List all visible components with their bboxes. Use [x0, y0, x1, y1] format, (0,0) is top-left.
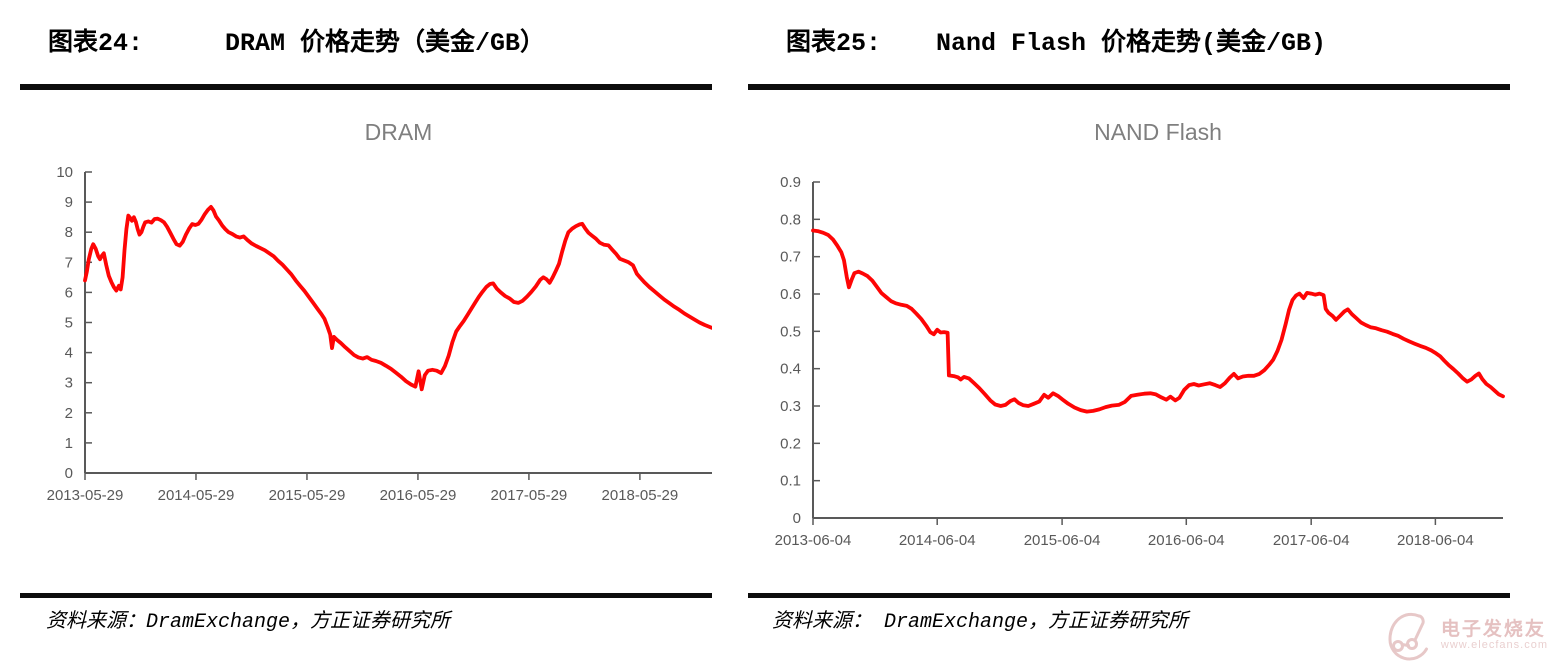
watermark-brand: 电子发烧友 — [1440, 619, 1546, 641]
y-tick-label: 0.8 — [780, 211, 801, 228]
y-tick-label: 5 — [65, 315, 73, 332]
figure-25: 图表25: Nand Flash 价格走势(美金/GB) NAND Flash 0… — [748, 0, 1510, 670]
x-tick-label: 2017-05-29 — [491, 487, 568, 504]
figure-25-title: Nand Flash 价格走势(美金/GB) — [936, 29, 1327, 58]
y-tick-label: 4 — [65, 345, 73, 362]
chart-title: NAND Flash — [1094, 119, 1222, 145]
figure-25-top-rule — [748, 84, 1510, 90]
nand-flash-price-chart: NAND Flash 0 0.1 0.2 0.3 0.4 0.5 0.6 0.7 0.8 0.9 20… — [775, 119, 1505, 549]
x-tick-label: 2015-06-04 — [1024, 532, 1101, 549]
y-tick-label: 0.4 — [780, 361, 801, 378]
x-tick-label: 2013-05-29 — [47, 487, 124, 504]
y-tick-label: 10 — [56, 164, 73, 181]
y-tick-label: 0.9 — [780, 174, 801, 191]
figure-25-label: 图表25: — [786, 29, 882, 58]
y-tick-label: 0.1 — [780, 473, 801, 490]
elecfans-logo-icon — [1388, 613, 1428, 661]
x-tick-label: 2017-06-04 — [1273, 532, 1350, 549]
y-tick-label: 0 — [793, 510, 801, 527]
y-tick-label: 1 — [65, 435, 73, 452]
figure-24-source: 资料来源：DramExchange，方正证券研究所 — [46, 611, 451, 634]
y-tick-label: 7 — [65, 254, 73, 271]
dram-price-chart: DRAM 0 1 2 3 4 5 6 7 8 9 10 2013-05-29 2014-05-29 2015… — [47, 119, 712, 504]
x-tick-label: 2014-06-04 — [899, 532, 976, 549]
figure-25-bottom-rule — [748, 593, 1510, 598]
figure-24-label: 图表24: — [48, 29, 144, 58]
x-tick-label: 2014-05-29 — [158, 487, 235, 504]
figure-24-title: DRAM 价格走势（美金/GB） — [225, 29, 546, 58]
y-tick-label: 2 — [65, 405, 73, 422]
figure-25-header: 图表25: Nand Flash 价格走势(美金/GB) — [786, 22, 1326, 58]
y-tick-label: 0.7 — [780, 249, 801, 266]
figure-25-source: 资料来源： DramExchange，方正证券研究所 — [772, 611, 1189, 634]
watermark: 电子发烧友 www.elecfans.com — [1383, 608, 1548, 664]
figure-24-top-rule — [20, 84, 712, 90]
y-tick-label: 9 — [65, 194, 73, 211]
chart-title: DRAM — [365, 119, 433, 145]
x-tick-label: 2013-06-04 — [775, 532, 852, 549]
figure-24: 图表24: DRAM 价格走势（美金/GB） DRAM 0 1 2 3 4 5 6 7 8 9 10 2… — [20, 0, 712, 670]
x-tick-label: 2018-05-29 — [602, 487, 679, 504]
figure-24-header: 图表24: DRAM 价格走势（美金/GB） — [48, 22, 545, 58]
x-tick-label: 2016-05-29 — [380, 487, 457, 504]
y-tick-label: 0.2 — [780, 435, 801, 452]
x-tick-label: 2015-05-29 — [269, 487, 346, 504]
y-tick-label: 8 — [65, 224, 73, 241]
y-tick-label: 0.3 — [780, 398, 801, 415]
price-line — [83, 205, 712, 392]
price-line — [811, 228, 1505, 414]
y-tick-label: 0 — [65, 465, 73, 482]
y-tick-label: 3 — [65, 375, 73, 392]
x-tick-label: 2018-06-04 — [1397, 532, 1474, 549]
y-tick-label: 0.6 — [780, 286, 801, 303]
x-tick-label: 2016-06-04 — [1148, 532, 1225, 549]
watermark-url: www.elecfans.com — [1440, 639, 1548, 652]
y-tick-label: 0.5 — [780, 323, 801, 340]
figure-24-bottom-rule — [20, 593, 712, 598]
y-tick-label: 6 — [65, 284, 73, 301]
